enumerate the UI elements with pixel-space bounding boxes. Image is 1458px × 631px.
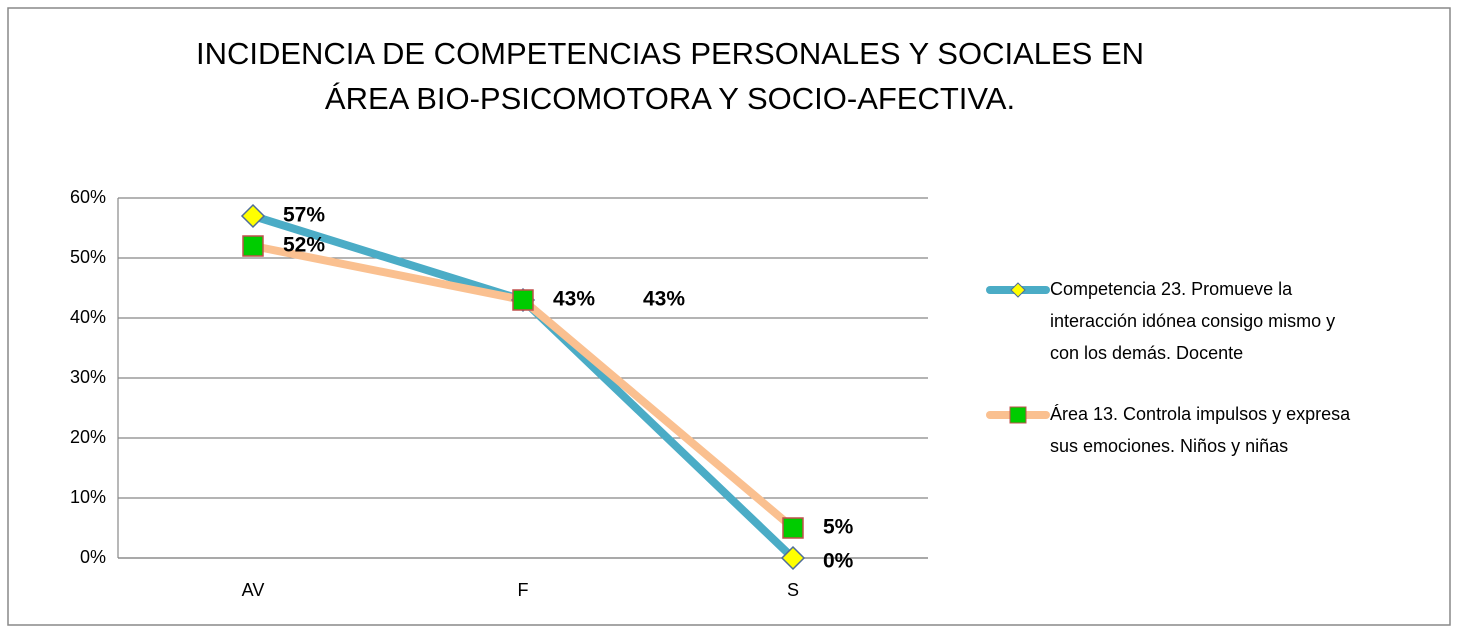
data-label: 0% [823,550,854,573]
y-tick-label: 40% [70,307,106,327]
x-tick-label: F [518,580,529,600]
y-tick-label: 10% [70,487,106,507]
data-label: 5% [823,516,854,539]
y-tick-label: 60% [70,187,106,207]
legend-marker [1009,406,1027,424]
chart-title: INCIDENCIA DE COMPETENCIAS PERSONALES Y … [196,36,1144,71]
marker [242,235,264,257]
marker [240,203,266,229]
data-label: 52% [283,234,325,257]
y-tick-label: 50% [70,247,106,267]
marker [782,517,804,539]
x-tick-label: AV [242,580,265,600]
marker [780,545,806,571]
chart-frame [7,7,1451,626]
data-label: 57% [283,204,325,227]
y-tick-label: 30% [70,367,106,387]
legend-marker [1010,282,1026,298]
data-label: 43% [553,288,595,311]
marker [512,289,534,311]
chart-title: ÁREA BIO-PSICOMOTORA Y SOCIO-AFECTIVA. [325,81,1015,116]
y-tick-label: 20% [70,427,106,447]
y-tick-label: 0% [80,547,106,567]
x-tick-label: S [787,580,799,600]
legend-label: Área 13. Controla impulsos y expresa sus… [1050,404,1355,456]
legend-label: Competencia 23. Promueve la interacción … [1050,279,1340,363]
data-label: 43% [643,288,685,311]
